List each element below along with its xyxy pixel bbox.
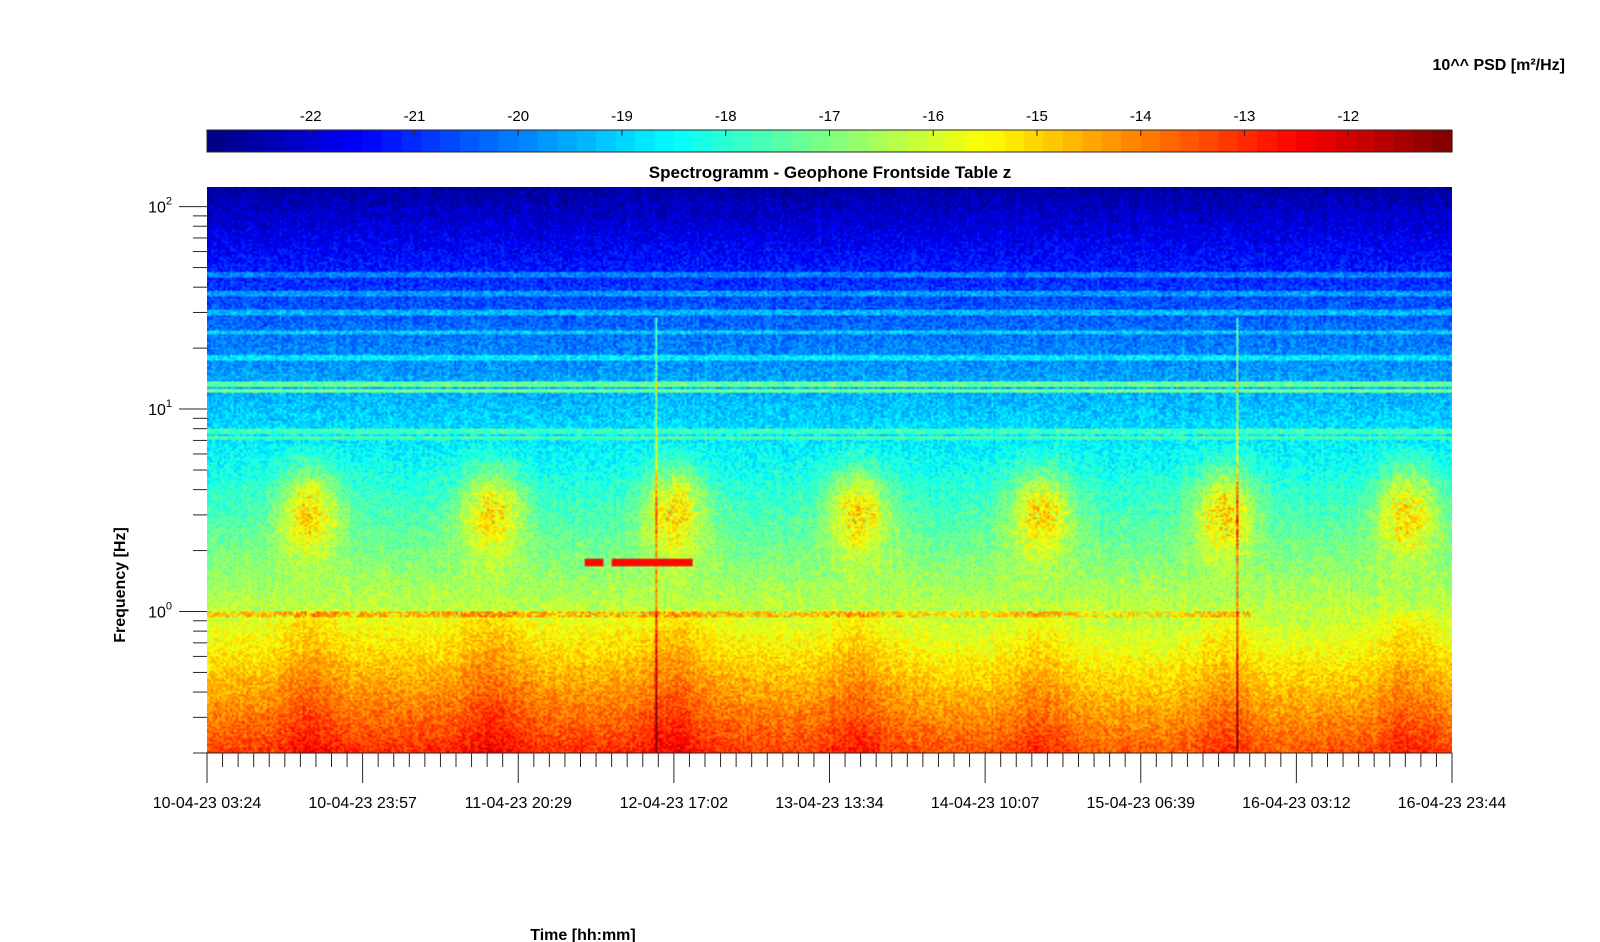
colorbar-bin <box>479 130 500 152</box>
colorbar-bin <box>848 130 869 152</box>
colorbar-tick-label: -21 <box>404 108 426 125</box>
colorbar-bin <box>1276 130 1297 152</box>
colorbar-bin <box>790 130 811 152</box>
x-tick-label: 16-04-23 23:44 <box>1398 795 1507 812</box>
x-tick-label: 10-04-23 23:57 <box>308 795 417 812</box>
colorbar-bin <box>1140 130 1161 152</box>
colorbar-bin <box>1121 130 1142 152</box>
colorbar-bin <box>382 130 403 152</box>
y-tick-label: 101 <box>148 398 172 419</box>
colorbar-bin <box>1257 130 1278 152</box>
colorbar-bin <box>440 130 461 152</box>
colorbar-bin <box>323 130 344 152</box>
chart-title: Spectrogramm - Geophone Frontside Table … <box>649 163 1011 182</box>
colorbar-bin <box>1393 130 1414 152</box>
colorbar-bin <box>1374 130 1395 152</box>
colorbar-bin <box>1160 130 1181 152</box>
colorbar-bin <box>985 130 1006 152</box>
colorbar-bin <box>420 130 442 152</box>
spectrogram-heatmap <box>207 187 1452 753</box>
colorbar-tick-label: -22 <box>300 108 322 125</box>
x-tick-label: 14-04-23 10:07 <box>931 795 1040 812</box>
colorbar-bin <box>1238 130 1259 152</box>
colorbar-bin <box>1335 130 1356 152</box>
colorbar-bin <box>751 130 772 152</box>
y-tick-label: 102 <box>148 196 172 217</box>
colorbar-bin <box>693 130 714 152</box>
colorbar-bin <box>615 130 636 152</box>
colorbar-bin <box>284 130 305 152</box>
colorbar-bin <box>1432 130 1453 152</box>
colorbar-bin <box>459 130 480 152</box>
colorbar-bin <box>498 130 519 152</box>
colorbar-bin <box>1354 130 1375 152</box>
colorbar-tick-label: -19 <box>611 108 633 125</box>
colorbar-bin <box>1062 130 1083 152</box>
x-tick-label: 11-04-23 20:29 <box>465 795 572 812</box>
colorbar-bin <box>887 130 908 152</box>
colorbar-ticks: -22 -21 -20 -19 -18 -17 -16 -15 -14 -13 -12 <box>300 108 1359 136</box>
colorbar-bin <box>965 130 986 152</box>
colorbar-bin <box>732 130 753 152</box>
colorbar-bin <box>304 130 325 152</box>
colorbar-bin <box>829 130 850 152</box>
colorbar-bin <box>712 130 733 152</box>
colorbar-tick-label: -15 <box>1026 108 1048 125</box>
colorbar-tick-label: -20 <box>507 108 529 125</box>
colorbar-bin <box>537 130 558 152</box>
colorbar-bin <box>245 130 266 152</box>
y-axis-label: Frequency [Hz] <box>112 527 129 643</box>
y-tick-label: 100 <box>148 601 172 622</box>
colorbar-bin <box>1179 130 1200 152</box>
colorbar-bin <box>226 130 247 152</box>
colorbar-bin <box>1101 130 1122 152</box>
x-tick-label: 15-04-23 06:39 <box>1086 795 1195 812</box>
colorbar-bin <box>1199 130 1220 152</box>
colorbar-bin <box>1082 130 1103 152</box>
x-axis: 10-04-23 03:24 10-04-23 23:57 11-04-23 20:… <box>153 752 1507 812</box>
colorbar-bin <box>401 130 422 152</box>
colorbar-bin <box>1218 130 1239 152</box>
colorbar-label: 10^^ PSD [m²/Hz] <box>1433 57 1565 74</box>
colorbar-bin <box>1413 130 1434 152</box>
colorbar-tick-label: -14 <box>1130 108 1152 125</box>
colorbar-bin <box>1296 130 1317 152</box>
colorbar-bin <box>868 130 889 152</box>
colorbar-bin <box>343 130 364 152</box>
colorbar-bin <box>1315 130 1336 152</box>
x-tick-label: 10-04-23 03:24 <box>153 795 262 812</box>
colorbar-bin <box>654 130 675 152</box>
y-axis: 102 101 100 <box>148 196 207 754</box>
colorbar-tick-label: -13 <box>1234 108 1256 125</box>
x-tick-label: 13-04-23 13:34 <box>775 795 884 812</box>
colorbar-bin <box>265 130 286 152</box>
x-tick-label: 12-04-23 17:02 <box>620 795 729 812</box>
colorbar-bin <box>946 130 967 152</box>
colorbar-tick-label: -16 <box>922 108 944 125</box>
colorbar-bin <box>1043 130 1064 152</box>
colorbar-bin <box>634 130 656 152</box>
colorbar-bin <box>596 130 617 152</box>
x-axis-label: Time [hh:mm] <box>530 927 635 942</box>
colorbar-bin <box>207 130 228 152</box>
colorbar-bin <box>557 130 578 152</box>
colorbar-tick-label: -17 <box>819 108 841 125</box>
x-tick-label: 16-04-23 03:12 <box>1242 795 1351 812</box>
colorbar-bin <box>810 130 831 152</box>
colorbar-bin <box>518 130 539 152</box>
colorbar-bin <box>576 130 597 152</box>
colorbar-bin <box>907 130 928 152</box>
colorbar-tick-label: -12 <box>1337 108 1359 125</box>
plot-area: 10-04-23 03:24 10-04-23 23:57 11-04-23 20:… <box>148 187 1506 812</box>
colorbar-bin <box>771 130 792 152</box>
colorbar-bin <box>362 130 383 152</box>
colorbar-bin <box>926 130 947 152</box>
colorbar-bin <box>1004 130 1025 152</box>
colorbar-bin <box>1024 130 1045 152</box>
colorbar: -22 -21 -20 -19 -18 -17 -16 -15 -14 -13 -12 10^^ P… <box>206 57 1565 153</box>
colorbar-tick-label: -18 <box>715 108 737 125</box>
colorbar-bin <box>673 130 694 152</box>
colorbar-gradient <box>207 130 1453 152</box>
